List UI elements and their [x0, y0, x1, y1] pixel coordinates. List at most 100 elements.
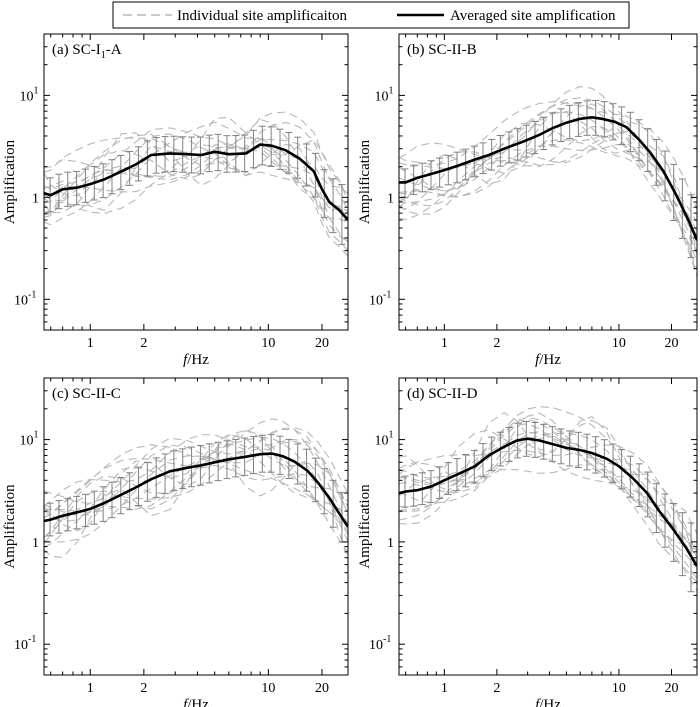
- y-axis-label: Amplification: [2, 139, 18, 224]
- y-tick-label: 1: [387, 191, 394, 206]
- individual-site-curve: [44, 440, 348, 517]
- averaged-amplification-line: [399, 116, 697, 241]
- error-bar: [453, 151, 461, 184]
- x-tick-label: 2: [493, 681, 500, 696]
- y-tick-label: 1: [387, 536, 394, 551]
- panel-label-b: (b) SC-II-B: [407, 42, 477, 58]
- individual-site-curve: [44, 426, 348, 519]
- y-tick-label: 101: [375, 430, 394, 449]
- individual-site-curve: [399, 440, 697, 566]
- individual-site-curve: [44, 451, 348, 560]
- individual-site-curve: [44, 433, 348, 523]
- individual-site-curve: [399, 416, 697, 568]
- individual-site-curve: [44, 147, 348, 223]
- y-tick-label: 101: [20, 85, 39, 104]
- individual-site-curve: [399, 406, 697, 553]
- individual-site-curve: [44, 464, 348, 548]
- y-tick-label: 101: [375, 85, 394, 104]
- y-tick-label: 10-1: [14, 634, 36, 653]
- x-tick-label: 10: [612, 681, 626, 696]
- x-axis-label: f/Hz: [535, 352, 561, 368]
- individual-site-curve: [399, 126, 697, 252]
- individual-site-curve: [44, 447, 348, 553]
- individual-site-curve: [399, 120, 697, 251]
- x-tick-label: 2: [493, 336, 500, 351]
- error-bar: [462, 148, 470, 181]
- individual-site-curve: [399, 143, 697, 271]
- x-tick-label: 1: [87, 681, 94, 696]
- individual-site-curve: [44, 443, 348, 544]
- legend-box: [112, 1, 630, 29]
- x-axis-label: f/Hz: [183, 352, 209, 368]
- x-tick-label: 20: [664, 336, 678, 351]
- individual-site-curve: [399, 120, 697, 254]
- individual-site-curve: [399, 101, 697, 210]
- y-tick-label: 10-1: [369, 289, 391, 308]
- averaged-amplification-line: [399, 437, 697, 567]
- x-tick-label: 20: [664, 681, 678, 696]
- individual-site-curve: [44, 418, 348, 525]
- individual-site-curve: [399, 423, 697, 570]
- error-bar: [670, 503, 678, 562]
- x-tick-label: 10: [261, 681, 275, 696]
- x-tick-label: 10: [612, 336, 626, 351]
- x-axis-label: f/Hz: [183, 697, 209, 707]
- individual-site-curve: [399, 132, 697, 275]
- y-axis-label: Amplification: [357, 484, 373, 569]
- individual-site-curve: [44, 121, 348, 194]
- y-axis-label: Amplification: [2, 484, 18, 569]
- individual-site-curve: [44, 428, 348, 514]
- individual-site-curve: [44, 143, 348, 243]
- y-tick-label: 10-1: [369, 634, 391, 653]
- x-tick-label: 20: [315, 336, 329, 351]
- x-tick-label: 20: [315, 681, 329, 696]
- x-tick-label: 10: [261, 336, 275, 351]
- panel-a: 1 2 10 20 10-1 1 101 f/Hz Amplification (a) SC-I1…: [2, 33, 349, 368]
- legend: Individual site amplificaiton Averaged s…: [112, 1, 630, 29]
- individual-site-curve: [44, 429, 348, 532]
- individual-site-curve: [399, 444, 697, 551]
- individual-site-curve: [44, 118, 348, 244]
- individual-site-curve: [44, 144, 348, 257]
- individual-site-curve: [399, 86, 697, 223]
- panel-label-a: (a) SC-I1-A: [52, 42, 122, 61]
- y-axis-label: Amplification: [357, 139, 373, 224]
- panel-c: 1 2 10 20 10-1 1 101 f/Hz Amplification (c) SC-II…: [2, 377, 349, 707]
- panel-label-d: (d) SC-II-D: [407, 386, 478, 402]
- individual-site-curve: [44, 429, 348, 538]
- panel-label-c: (c) SC-II-C: [52, 386, 121, 402]
- y-tick-label: 1: [32, 536, 39, 551]
- x-tick-label: 2: [140, 681, 147, 696]
- plot-frame: [398, 377, 698, 676]
- individual-site-curve: [399, 102, 697, 261]
- x-tick-label: 1: [87, 336, 94, 351]
- panel-d: 1 2 10 20 10-1 1 101 f/Hz Amplification (d) SC-II…: [357, 377, 698, 707]
- x-tick-label: 2: [140, 336, 147, 351]
- x-tick-label: 1: [441, 681, 448, 696]
- averaged-amplification-line: [44, 143, 348, 221]
- y-tick-label: 101: [20, 430, 39, 449]
- legend-individual-label: Individual site amplificaiton: [177, 8, 347, 24]
- individual-site-curve: [399, 110, 697, 236]
- averaged-amplification-line: [44, 452, 348, 528]
- individual-site-curve: [399, 419, 697, 551]
- individual-site-curve: [399, 431, 697, 580]
- individual-site-curve: [399, 432, 697, 591]
- individual-site-curve: [399, 412, 697, 535]
- error-bar: [470, 145, 478, 178]
- individual-site-curve: [44, 121, 348, 211]
- individual-site-curve: [399, 464, 697, 583]
- y-tick-label: 1: [32, 191, 39, 206]
- plot-frame: [398, 33, 698, 331]
- individual-site-curve: [399, 111, 697, 252]
- plot-frame: [43, 33, 349, 331]
- y-tick-label: 10-1: [14, 289, 36, 308]
- panel-b: 1 2 10 20 10-1 1 101 f/Hz Amplification (b) SC-II…: [357, 33, 698, 368]
- individual-site-curve: [44, 437, 348, 536]
- plot-frame: [43, 377, 349, 676]
- individual-site-curve: [399, 130, 697, 277]
- individual-site-curve: [44, 434, 348, 508]
- individual-site-curve: [44, 111, 348, 198]
- legend-average-label: Averaged site amplification: [450, 8, 616, 24]
